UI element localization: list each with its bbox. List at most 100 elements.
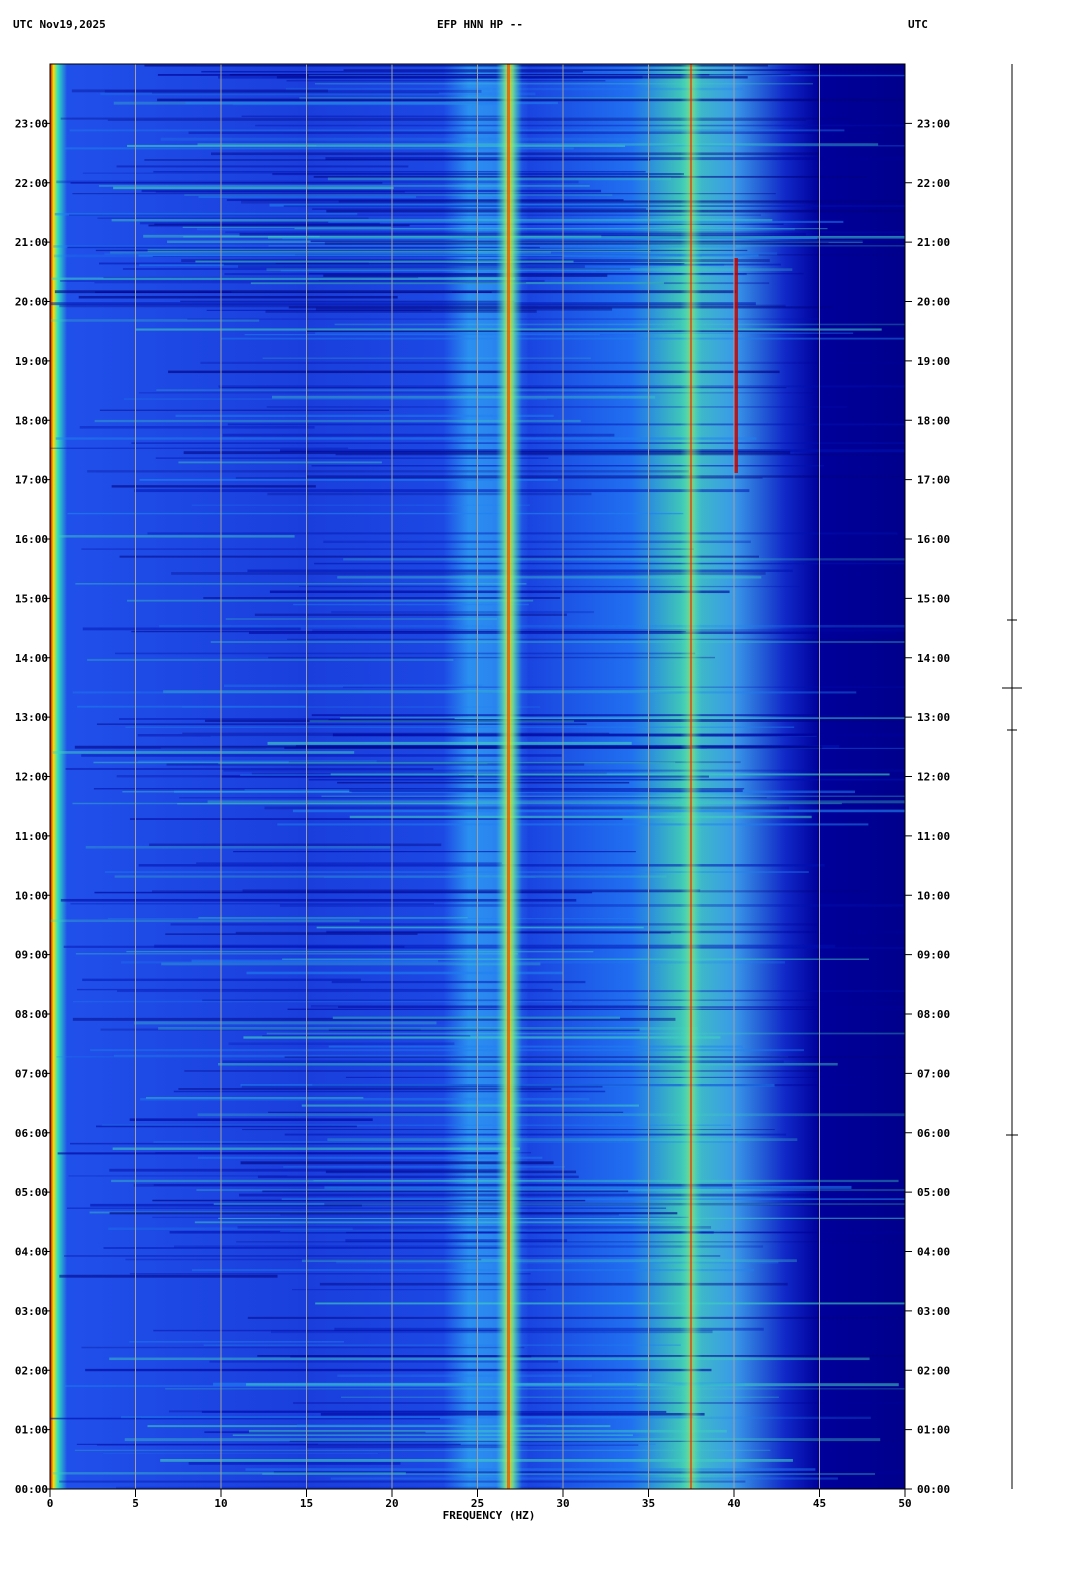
texture-stripe	[60, 117, 849, 120]
texture-stripe	[254, 613, 567, 616]
texture-stripe	[65, 1385, 638, 1387]
texture-stripe	[185, 101, 558, 105]
texture-stripe	[108, 1227, 353, 1231]
texture-stripe	[134, 1021, 437, 1025]
y-tick-label: 14:00	[15, 652, 48, 665]
texture-stripe	[341, 1396, 779, 1398]
texture-stripe	[90, 1049, 804, 1052]
y-tick-label: 22:00	[917, 177, 950, 190]
texture-stripe	[140, 222, 380, 225]
texture-stripe	[152, 255, 563, 258]
texture-stripe	[113, 186, 394, 190]
texture-stripe	[334, 323, 905, 326]
texture-stripe	[335, 453, 905, 456]
texture-stripe	[184, 194, 613, 196]
texture-stripe	[144, 64, 768, 67]
texture-stripe	[289, 1440, 905, 1442]
texture-stripe	[282, 958, 869, 960]
y-tick-label: 07:00	[15, 1067, 48, 1080]
texture-stripe	[129, 1118, 373, 1122]
y-tick-label: 23:00	[917, 117, 950, 130]
x-tick-label: 10	[214, 1497, 227, 1510]
x-axis-label: FREQUENCY (HZ)	[443, 1509, 536, 1522]
texture-stripe	[283, 1165, 565, 1168]
texture-stripe	[183, 451, 791, 455]
texture-stripe	[242, 889, 701, 893]
texture-stripe	[110, 251, 552, 254]
texture-stripe	[79, 426, 315, 429]
texture-stripe	[271, 1330, 713, 1334]
texture-stripe	[155, 457, 549, 459]
texture-stripe	[116, 165, 409, 168]
texture-stripe	[104, 871, 809, 873]
texture-stripe	[148, 224, 410, 227]
texture-stripe	[127, 144, 626, 147]
texture-stripe	[129, 1273, 531, 1275]
y-tick-label: 21:00	[917, 236, 950, 249]
texture-stripe	[191, 504, 531, 506]
texture-stripe	[314, 562, 905, 565]
y-tick-label: 11:00	[15, 830, 48, 843]
texture-stripe	[340, 717, 905, 720]
texture-stripe	[198, 195, 417, 199]
texture-stripe	[126, 599, 534, 602]
texture-stripe	[345, 1239, 568, 1243]
texture-stripe	[332, 1016, 621, 1020]
y-tick-label: 07:00	[917, 1067, 950, 1080]
texture-stripe	[59, 304, 786, 308]
texture-stripe	[152, 1216, 689, 1218]
texture-stripe	[268, 1111, 624, 1113]
texture-stripe	[155, 191, 405, 193]
texture-stripe	[101, 1124, 731, 1126]
texture-stripe	[56, 1056, 789, 1058]
texture-stripe	[54, 212, 358, 216]
texture-stripe	[171, 572, 766, 575]
texture-stripe	[182, 226, 392, 228]
texture-stripe	[223, 769, 905, 772]
texture-stripe	[72, 691, 857, 694]
texture-stripe	[218, 762, 488, 765]
y-tick-label: 20:00	[917, 296, 950, 309]
texture-stripe	[116, 775, 475, 778]
texture-stripe	[240, 774, 459, 776]
texture-stripe	[175, 414, 554, 418]
x-tick-label: 20	[385, 1497, 398, 1510]
texture-stripe	[314, 83, 813, 85]
texture-stripe	[158, 1027, 698, 1030]
texture-stripe	[327, 1138, 798, 1141]
texture-stripe	[326, 930, 905, 934]
texture-stripe	[100, 1028, 421, 1031]
texture-stripe	[239, 1193, 906, 1197]
texture-stripe	[343, 558, 905, 561]
texture-stripe	[144, 159, 651, 161]
texture-stripe	[196, 64, 672, 66]
texture-stripe	[309, 720, 574, 723]
texture-stripe	[250, 282, 664, 285]
y-tick-label: 13:00	[15, 711, 48, 724]
texture-stripe	[95, 1125, 357, 1128]
texture-stripe	[264, 806, 790, 810]
texture-stripe	[191, 959, 439, 963]
y-tick-label: 01:00	[15, 1424, 48, 1437]
tremor-line	[734, 258, 738, 473]
texture-stripe	[159, 624, 906, 628]
texture-stripe	[241, 200, 906, 204]
texture-stripe	[310, 240, 905, 243]
texture-stripe	[179, 797, 767, 799]
texture-stripe	[349, 789, 743, 793]
texture-stripe	[284, 1133, 787, 1136]
texture-stripe	[82, 172, 393, 174]
texture-stripe	[292, 809, 906, 813]
y-tick-label: 15:00	[15, 592, 48, 605]
texture-stripe	[111, 219, 773, 222]
texture-stripe	[315, 332, 854, 335]
texture-stripe	[213, 1203, 905, 1205]
texture-stripe	[267, 235, 906, 239]
texture-stripe	[94, 419, 581, 423]
texture-stripe	[228, 1042, 455, 1046]
y-tick-label: 00:00	[15, 1483, 48, 1496]
tremor-line	[507, 64, 510, 1489]
y-tick-label: 01:00	[917, 1424, 950, 1437]
y-tick-label: 14:00	[917, 652, 950, 665]
texture-stripe	[147, 532, 898, 535]
